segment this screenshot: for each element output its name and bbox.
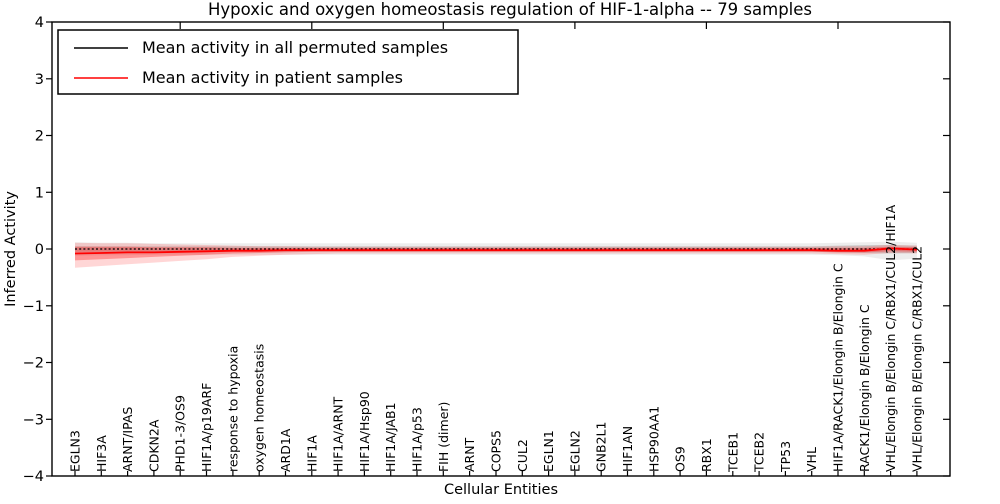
x-category-label: HIF1A/JAB1 (383, 402, 398, 472)
y-tick-label: −1 (23, 299, 44, 315)
x-category-label: PHD1-3/OS9 (173, 395, 188, 472)
y-tick-label: −3 (23, 412, 44, 428)
x-category-label: HIF1AN (620, 426, 635, 472)
x-category-label: HIF1A/RACK1/Elongin B/Elongin C (830, 263, 845, 472)
x-category-label: RBX1 (699, 438, 714, 472)
x-category-label: EGLN3 (68, 430, 83, 472)
x-category-label: ARNT (462, 437, 477, 472)
x-category-label: EGLN1 (541, 430, 556, 472)
x-category-label: TCEB2 (752, 432, 767, 473)
x-axis-label: Cellular Entities (444, 482, 558, 498)
y-tick-label: 4 (35, 15, 44, 31)
x-category-label: HIF1A/p53 (410, 407, 425, 472)
series-lines (74, 247, 917, 255)
x-category-label: ARD1A (278, 428, 293, 472)
y-tick-label: 2 (35, 129, 44, 145)
legend-label-permuted: Mean activity in all permuted samples (142, 38, 448, 57)
legend: Mean activity in all permuted samples Me… (57, 29, 519, 95)
x-category-label: ARNT/IPAS (120, 407, 135, 472)
x-category-label: HIF1A/ARNT (331, 396, 346, 472)
x-category-label: CUL2 (515, 439, 530, 472)
x-category-label: EGLN2 (567, 430, 582, 472)
y-tick-label: 1 (35, 185, 44, 201)
x-category-label: HSP90AA1 (646, 406, 661, 472)
legend-label-patient: Mean activity in patient samples (142, 68, 403, 87)
y-tick-label: −4 (23, 469, 44, 485)
axis-ticks (46, 21, 950, 477)
x-category-label: CDKN2A (146, 419, 161, 472)
y-tick-labels: 4 3 2 1 0 −1 −2 −3 −4 (23, 15, 44, 485)
x-category-label: RACK1/Elongin B/Elongin C (857, 304, 872, 472)
y-tick-label: −2 (23, 356, 44, 372)
legend-item-patient: Mean activity in patient samples (74, 68, 403, 87)
x-category-label: HIF1A/p19ARF (199, 383, 214, 472)
x-category-label: OS9 (673, 446, 688, 472)
y-tick-label: 0 (35, 242, 44, 258)
x-category-labels: EGLN3 HIF3A ARNT/IPAS CDKN2A PHD1-3/OS9 HIF1A… (68, 204, 925, 473)
legend-item-permuted: Mean activity in all permuted samples (74, 38, 448, 57)
x-category-label: TP53 (778, 441, 793, 473)
x-category-label: VHL/Elongin B/Elongin C/RBX1/CUL2 (909, 246, 924, 472)
y-axis-label: Inferred Activity (3, 191, 19, 307)
x-category-label: VHL/Elongin B/Elongin C/RBX1/CUL2/HIF1A (883, 204, 898, 472)
x-category-label: oxygen homeostasis (252, 344, 267, 472)
x-category-label: HIF1A/Hsp90 (357, 391, 372, 472)
x-category-label: response to hypoxia (225, 346, 240, 472)
x-category-label: HIF1A (304, 435, 319, 472)
legend-box (57, 29, 519, 95)
x-category-label: GNB2L1 (594, 422, 609, 472)
x-category-label: TCEB1 (725, 432, 740, 473)
x-category-label: COPS5 (488, 430, 503, 472)
chart-title: Hypoxic and oxygen homeostasis regulatio… (208, 0, 812, 19)
x-category-label: HIF3A (94, 435, 109, 472)
x-category-label: VHL (804, 447, 819, 472)
x-category-label: FIH (dimer) (436, 402, 451, 472)
y-tick-label: 3 (35, 72, 44, 88)
series-line-1 (74, 247, 917, 255)
